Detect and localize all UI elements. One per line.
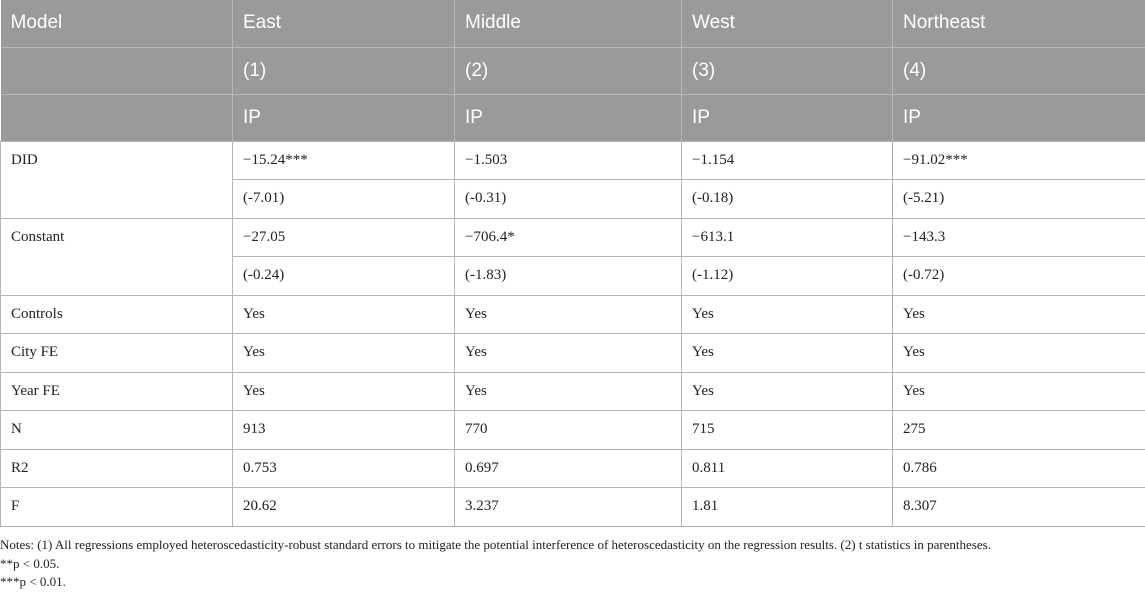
table-row: Controls Yes Yes Yes Yes [0,294,1145,334]
row-label-f: F [0,487,233,527]
header-row: IP IP IP IP [0,93,1145,141]
row-label-constant: Constant [0,217,233,296]
notes-line-2: **p < 0.05. [0,555,60,571]
table-cell: (-7.01) [232,179,455,219]
header-cell-dependent-variable: IP [892,93,1145,141]
row-label-city-fe: City FE [0,333,233,373]
header-cell-empty [0,93,233,141]
table-cell: 0.753 [232,448,455,488]
row-label-controls: Controls [0,294,233,334]
row-label-did: DID [0,140,233,219]
table-cell: 715 [681,410,893,450]
table-cell: (-0.31) [454,179,682,219]
table-cell: (-0.24) [232,256,455,296]
table-cell: Yes [232,333,455,373]
table-cell: −27.05 [232,217,455,257]
table-cell: Yes [681,333,893,373]
header-cell-model-number: (4) [892,46,1145,94]
table-cell: (-5.21) [892,179,1145,219]
table-cell: Yes [892,333,1145,373]
table-row: R2 0.753 0.697 0.811 0.786 [0,448,1145,488]
table-cell: 20.62 [232,487,455,527]
table-cell: Yes [232,294,455,334]
table-cell: −143.3 [892,217,1145,257]
header-row: (1) (2) (3) (4) [0,46,1145,94]
table-cell: 913 [232,410,455,450]
header-cell-dependent-variable: IP [232,93,455,141]
header-row: Model East Middle West Northeast [0,0,1145,47]
table-cell: −1.503 [454,140,682,180]
table-cell: Yes [892,371,1145,411]
header-cell-middle: Middle [454,0,682,47]
table-row: (-0.24) (-1.83) (-1.12) (-0.72) [1,256,1145,296]
table-cell: Yes [681,294,893,334]
header-cell-west: West [681,0,893,47]
header-cell-model: Model [0,0,233,47]
table-cell: Yes [454,371,682,411]
table-cell: Yes [681,371,893,411]
table-cell: 1.81 [681,487,893,527]
table-cell: 8.307 [892,487,1145,527]
header-cell-model-number: (2) [454,46,682,94]
table-cell: Yes [454,333,682,373]
row-label-year-fe: Year FE [0,371,233,411]
header-cell-dependent-variable: IP [454,93,682,141]
table-row: (-7.01) (-0.31) (-0.18) (-5.21) [1,179,1145,219]
table-cell: 3.237 [454,487,682,527]
table-cell: Yes [454,294,682,334]
table-row: N 913 770 715 275 [0,410,1145,450]
table-cell: (-1.83) [454,256,682,296]
table-cell: −613.1 [681,217,893,257]
table-notes: Notes: (1) All regressions employed hete… [0,536,1145,592]
header-cell-dependent-variable: IP [681,93,893,141]
header-cell-empty [0,46,233,94]
header-cell-northeast: Northeast [892,0,1145,47]
notes-line-3: ***p < 0.01. [0,574,66,589]
header-cell-east: East [232,0,455,47]
table-cell: (-0.72) [892,256,1145,296]
table-row: City FE Yes Yes Yes Yes [0,333,1145,373]
table-cell: −91.02*** [892,140,1145,180]
table-header: Model East Middle West Northeast (1) (2)… [0,0,1145,141]
table-row: Year FE Yes Yes Yes Yes [0,371,1145,411]
table-cell: (-0.18) [681,179,893,219]
table-cell: 770 [454,410,682,450]
table-row: Constant −27.05 −706.4* −613.1 −143.3 [0,217,1145,296]
row-label-n: N [0,410,233,450]
regression-table: Model East Middle West Northeast (1) (2)… [0,0,1145,527]
table-cell: 0.697 [454,448,682,488]
table-cell: Yes [232,371,455,411]
notes-line-1: Notes: (1) All regressions employed hete… [0,537,991,552]
table-row: F 20.62 3.237 1.81 8.307 [0,487,1145,527]
table-cell: −706.4* [454,217,682,257]
table-cell: 275 [892,410,1145,450]
table-row: DID −15.24*** −1.503 −1.154 −91.02*** [0,140,1145,219]
table-cell: (-1.12) [681,256,893,296]
table-cell: 0.811 [681,448,893,488]
row-label-r2: R2 [0,448,233,488]
table-cell: −1.154 [681,140,893,180]
table-body: DID −15.24*** −1.503 −1.154 −91.02*** (-… [0,140,1145,527]
header-cell-model-number: (3) [681,46,893,94]
table-cell: Yes [892,294,1145,334]
table-cell: −15.24*** [232,140,455,180]
header-cell-model-number: (1) [232,46,455,94]
table-cell: 0.786 [892,448,1145,488]
